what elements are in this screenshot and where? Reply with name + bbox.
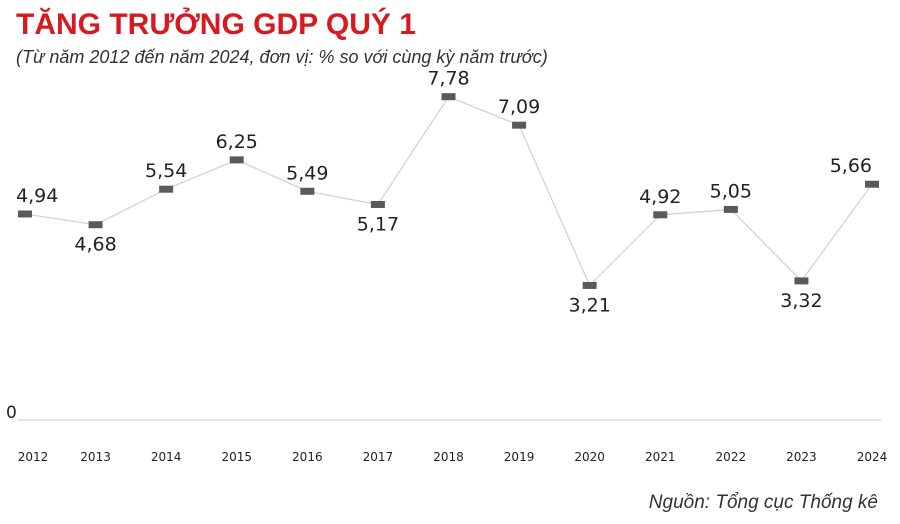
data-point-marker [723, 205, 738, 213]
x-tick-label: 2017 [363, 450, 394, 464]
data-point-marker [441, 93, 456, 101]
line-chart: 0 4,944,685,546,255,495,177,787,093,214,… [6, 68, 888, 464]
x-tick-label: 2021 [645, 450, 676, 464]
chart-title: TĂNG TRƯỞNG GDP QUÝ 1 [16, 8, 416, 41]
data-label: 5,54 [145, 160, 187, 182]
data-label: 3,21 [569, 294, 611, 316]
marker-layer [18, 93, 879, 289]
data-label: 4,68 [74, 234, 116, 256]
x-tick-label: 2016 [292, 450, 323, 464]
data-label: 5,05 [710, 180, 752, 202]
x-tick-label: 2013 [80, 450, 111, 464]
data-point-marker [18, 210, 32, 218]
data-label: 5,49 [286, 162, 328, 184]
x-tick-label: 2015 [221, 450, 252, 464]
x-tick-label-layer: 2012 2013 2014 2015 2016 2017 2018 2019 2020 2021… [18, 450, 888, 464]
chart-subtitle: (Từ năm 2012 đến năm 2024, đơn vị: % so … [16, 47, 548, 67]
data-label: 6,25 [216, 131, 258, 153]
data-point-marker [794, 277, 809, 285]
data-label: 7,78 [427, 68, 469, 90]
data-label: 7,09 [498, 96, 540, 118]
data-label: 4,92 [639, 186, 681, 208]
data-point-marker [159, 185, 174, 193]
x-tick-label: 2014 [151, 450, 182, 464]
axis-layer: 0 [6, 403, 882, 423]
data-point-marker [512, 121, 527, 129]
data-point-marker [582, 281, 597, 289]
x-tick-label: 2012 [18, 450, 49, 464]
data-point-marker [88, 221, 103, 229]
x-tick-label: 2023 [786, 450, 817, 464]
data-point-marker [229, 156, 244, 164]
x-tick-label: 2022 [716, 450, 747, 464]
y-tick-label-0: 0 [6, 403, 17, 423]
data-point-marker [370, 200, 385, 208]
data-label: 4,94 [16, 185, 58, 207]
x-tick-label: 2018 [433, 450, 464, 464]
x-tick-label: 2019 [504, 450, 535, 464]
data-label: 5,66 [830, 155, 872, 177]
x-tick-label: 2024 [857, 450, 888, 464]
data-point-marker [865, 180, 879, 188]
data-point-marker [653, 211, 668, 219]
data-label-layer: 4,94 4,68 5,54 6,25 5,49 5,17 7,78 7,09 3,21 4,92… [16, 68, 872, 317]
data-label: 5,17 [357, 213, 399, 235]
data-point-marker [300, 187, 315, 195]
source-note: Nguồn: Tổng cục Thống kê [648, 492, 878, 513]
data-label: 3,32 [780, 290, 822, 312]
x-tick-label: 2020 [574, 450, 605, 464]
